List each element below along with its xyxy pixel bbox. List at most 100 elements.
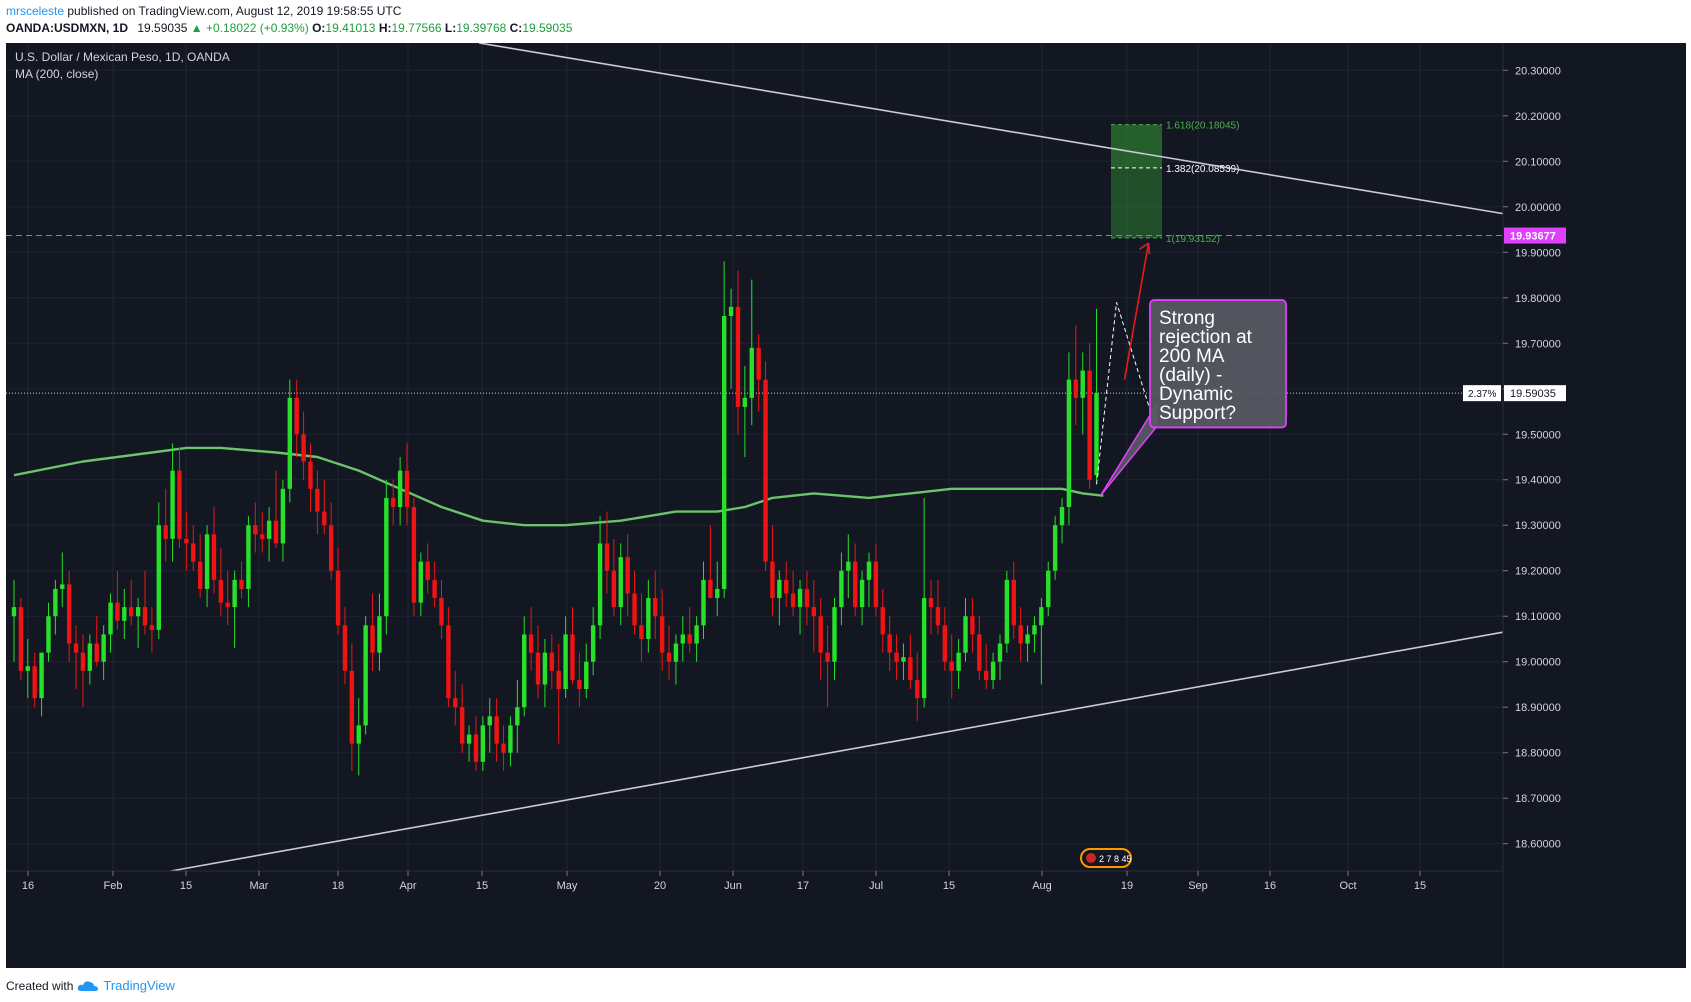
candle-body xyxy=(322,511,327,526)
callout-text-line: rejection at xyxy=(1159,327,1253,348)
close-label: C: xyxy=(509,21,523,35)
candle-body xyxy=(535,652,541,685)
candle-body xyxy=(287,397,292,489)
price-chart[interactable]: 1(19.93152) 1.382(20.08539) 1.618(20.18045… xyxy=(6,43,1686,968)
trendlines xyxy=(6,43,1504,872)
candle-body xyxy=(708,579,713,599)
fib-level-label: 1.618(20.18045) xyxy=(1166,121,1239,132)
last-value: 19.59035 xyxy=(137,21,188,35)
candle-body xyxy=(246,525,251,589)
time-tick-label: 17 xyxy=(797,880,809,892)
candle-body xyxy=(1087,370,1092,480)
candles xyxy=(11,261,1099,776)
change-label: 2.37% xyxy=(1468,389,1496,400)
tradingview-link[interactable]: TradingView xyxy=(103,978,175,993)
candle-body xyxy=(625,557,630,594)
candle-body xyxy=(308,461,313,489)
candle-body xyxy=(811,607,817,617)
author-link[interactable]: mrsceleste xyxy=(6,4,65,18)
cloud-icon xyxy=(78,980,99,991)
candle-body xyxy=(970,616,975,635)
candle-body xyxy=(942,625,948,662)
time-tick-label: May xyxy=(557,880,578,892)
moving-average xyxy=(13,446,1104,527)
publish-text: published on TradingView.com, August 12,… xyxy=(67,4,402,18)
candle-body xyxy=(1066,379,1072,508)
candle-body xyxy=(404,470,410,508)
time-tick-label: 15 xyxy=(943,880,955,892)
last-price-label: 19.59035 xyxy=(1510,388,1556,400)
candle-body xyxy=(80,652,86,671)
price-tick-label: 19.10000 xyxy=(1515,611,1561,623)
candle-body xyxy=(784,579,789,594)
candle-body xyxy=(721,315,727,589)
candle-body xyxy=(963,616,968,653)
candle-body xyxy=(797,588,803,608)
candle-body xyxy=(453,698,458,708)
candle-body xyxy=(342,625,348,671)
candle-body xyxy=(239,579,244,589)
candle-body xyxy=(604,543,610,571)
candle-body xyxy=(384,497,389,617)
price-tick-label: 18.70000 xyxy=(1515,793,1561,805)
candle-body xyxy=(701,579,706,626)
candle-body xyxy=(135,607,141,617)
candle-body xyxy=(1039,607,1044,626)
candle-body xyxy=(32,666,37,699)
candle-body xyxy=(577,679,582,690)
candle-body xyxy=(280,488,286,544)
candle-body xyxy=(439,598,444,626)
candle-body xyxy=(542,652,548,685)
candle-body xyxy=(742,397,748,407)
candle-body xyxy=(232,579,237,608)
price-tick-label: 18.80000 xyxy=(1515,748,1561,760)
candle-body xyxy=(1018,625,1023,644)
candle-body xyxy=(770,561,775,599)
candle-body xyxy=(632,593,637,626)
fibonacci-zone: 1(19.93152) 1.382(20.08539) 1.618(20.18045… xyxy=(1111,121,1239,245)
candle-body xyxy=(487,716,492,726)
candle-body xyxy=(949,661,954,671)
candle-body xyxy=(1073,379,1079,398)
time-tick-label: Jul xyxy=(869,880,883,892)
chart-area[interactable]: 1(19.93152) 1.382(20.08539) 1.618(20.18045… xyxy=(6,43,1686,968)
time-tick-label: 16 xyxy=(1264,880,1276,892)
resistance-trendline xyxy=(478,43,1504,215)
high-value: 19.77566 xyxy=(391,21,442,35)
candle-body xyxy=(687,634,692,644)
candle-body xyxy=(1046,570,1051,608)
candle-body xyxy=(570,634,575,680)
low-label: L: xyxy=(444,21,457,35)
candle-body xyxy=(901,657,906,662)
candle-body xyxy=(887,634,892,653)
arrow-head-icon xyxy=(1139,242,1151,255)
candle-body xyxy=(349,670,355,744)
candle-body xyxy=(852,561,858,608)
price-tick-label: 19.20000 xyxy=(1515,566,1561,578)
candle-body xyxy=(18,607,24,671)
event-marker-badge xyxy=(1080,848,1132,868)
candle-body xyxy=(997,643,1003,662)
candle-body xyxy=(880,607,885,635)
candle-body xyxy=(122,607,127,621)
candle-body xyxy=(866,561,872,580)
candle-body xyxy=(377,616,382,653)
candle-body xyxy=(184,538,189,544)
open-label: O: xyxy=(312,21,326,35)
candle-body xyxy=(983,670,989,680)
candle-body xyxy=(825,652,830,662)
candle-body xyxy=(1080,370,1085,398)
symbol-label: OANDA:USDMXN, 1D xyxy=(6,21,129,35)
candle-body xyxy=(494,716,499,744)
candle-body xyxy=(363,625,368,726)
candle-body xyxy=(990,661,996,680)
candle-body xyxy=(466,734,472,744)
indicator-label[interactable]: MA (200, close) xyxy=(15,67,98,81)
candle-body xyxy=(680,634,686,644)
created-with-text: Created with xyxy=(6,978,74,993)
candle-body xyxy=(694,625,699,644)
candle-body xyxy=(804,588,810,608)
candle-body xyxy=(735,306,741,407)
candle-body xyxy=(728,306,734,316)
price-tick-label: 19.00000 xyxy=(1515,657,1561,669)
